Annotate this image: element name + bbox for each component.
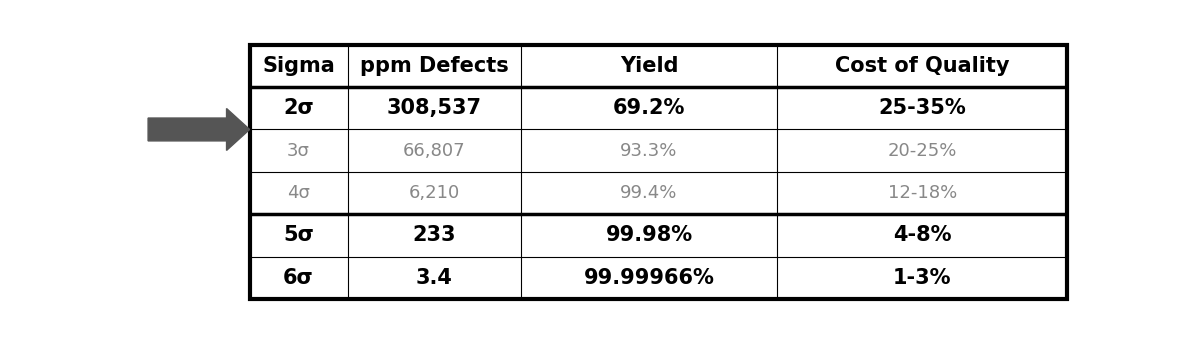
Text: 308,537: 308,537: [387, 98, 481, 118]
Text: Sigma: Sigma: [262, 56, 335, 76]
Text: 2σ: 2σ: [283, 98, 314, 118]
Text: 233: 233: [412, 225, 456, 245]
Text: 69.2%: 69.2%: [613, 98, 685, 118]
Text: 99.99966%: 99.99966%: [584, 268, 715, 288]
Text: 12-18%: 12-18%: [887, 184, 956, 202]
Text: 99.98%: 99.98%: [605, 225, 693, 245]
Text: 93.3%: 93.3%: [621, 142, 678, 160]
Text: Cost of Quality: Cost of Quality: [835, 56, 1010, 76]
Text: Yield: Yield: [619, 56, 678, 76]
Text: 99.4%: 99.4%: [621, 184, 678, 202]
Text: 4σ: 4σ: [287, 184, 310, 202]
Text: 6σ: 6σ: [283, 268, 314, 288]
Text: ppm Defects: ppm Defects: [360, 56, 509, 76]
Text: 25-35%: 25-35%: [878, 98, 966, 118]
Text: 4-8%: 4-8%: [893, 225, 952, 245]
FancyArrow shape: [148, 108, 250, 150]
Text: 5σ: 5σ: [283, 225, 314, 245]
Text: 20-25%: 20-25%: [887, 142, 956, 160]
Text: 3.4: 3.4: [416, 268, 453, 288]
Text: 1-3%: 1-3%: [893, 268, 952, 288]
Text: 6,210: 6,210: [409, 184, 460, 202]
Text: 3σ: 3σ: [287, 142, 310, 160]
Text: 66,807: 66,807: [403, 142, 466, 160]
